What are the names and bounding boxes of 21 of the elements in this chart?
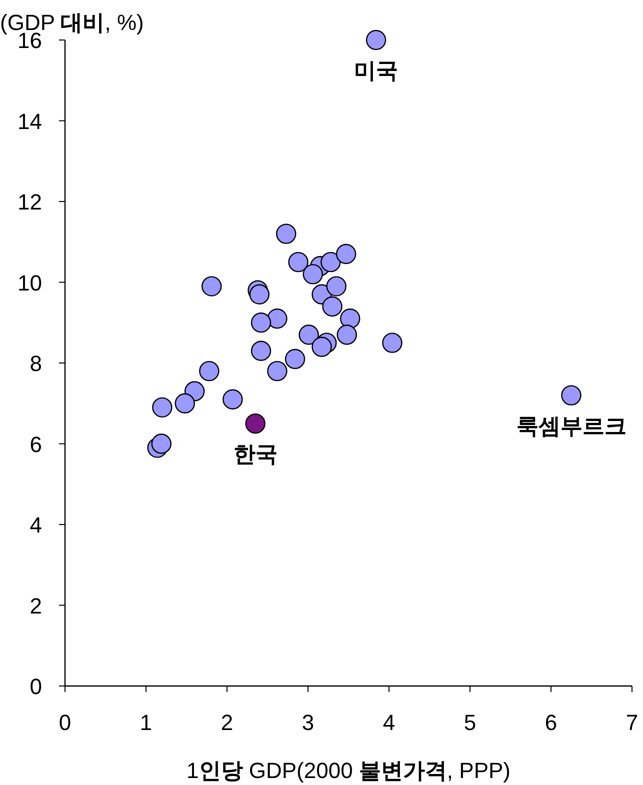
xtick: 3: [302, 710, 314, 735]
annotation: 미국: [354, 58, 398, 83]
annotation: 한국: [233, 442, 278, 467]
ytick: 8: [30, 351, 42, 376]
ylabel: (GDP 대비, %): [0, 10, 144, 35]
ytick: 12: [18, 190, 42, 214]
ytick: 14: [18, 108, 42, 134]
annotation: 룩셈부르크: [516, 413, 626, 438]
xtick: 4: [382, 710, 396, 735]
xtick: 2: [220, 710, 234, 735]
ytick: 6: [30, 432, 42, 457]
ytick: 0: [30, 674, 42, 699]
xtick: 5: [464, 710, 476, 735]
xlabel: 1인당 GDP(2000 불변가격, PPP): [186, 758, 510, 783]
ytick: 2: [30, 593, 42, 618]
xtick: 6: [544, 710, 558, 735]
xtick: 0: [58, 710, 72, 735]
ytick: 4: [30, 512, 42, 538]
xtick: 7: [626, 710, 638, 735]
ytick: 10: [18, 270, 42, 296]
xtick: 1: [140, 710, 152, 735]
